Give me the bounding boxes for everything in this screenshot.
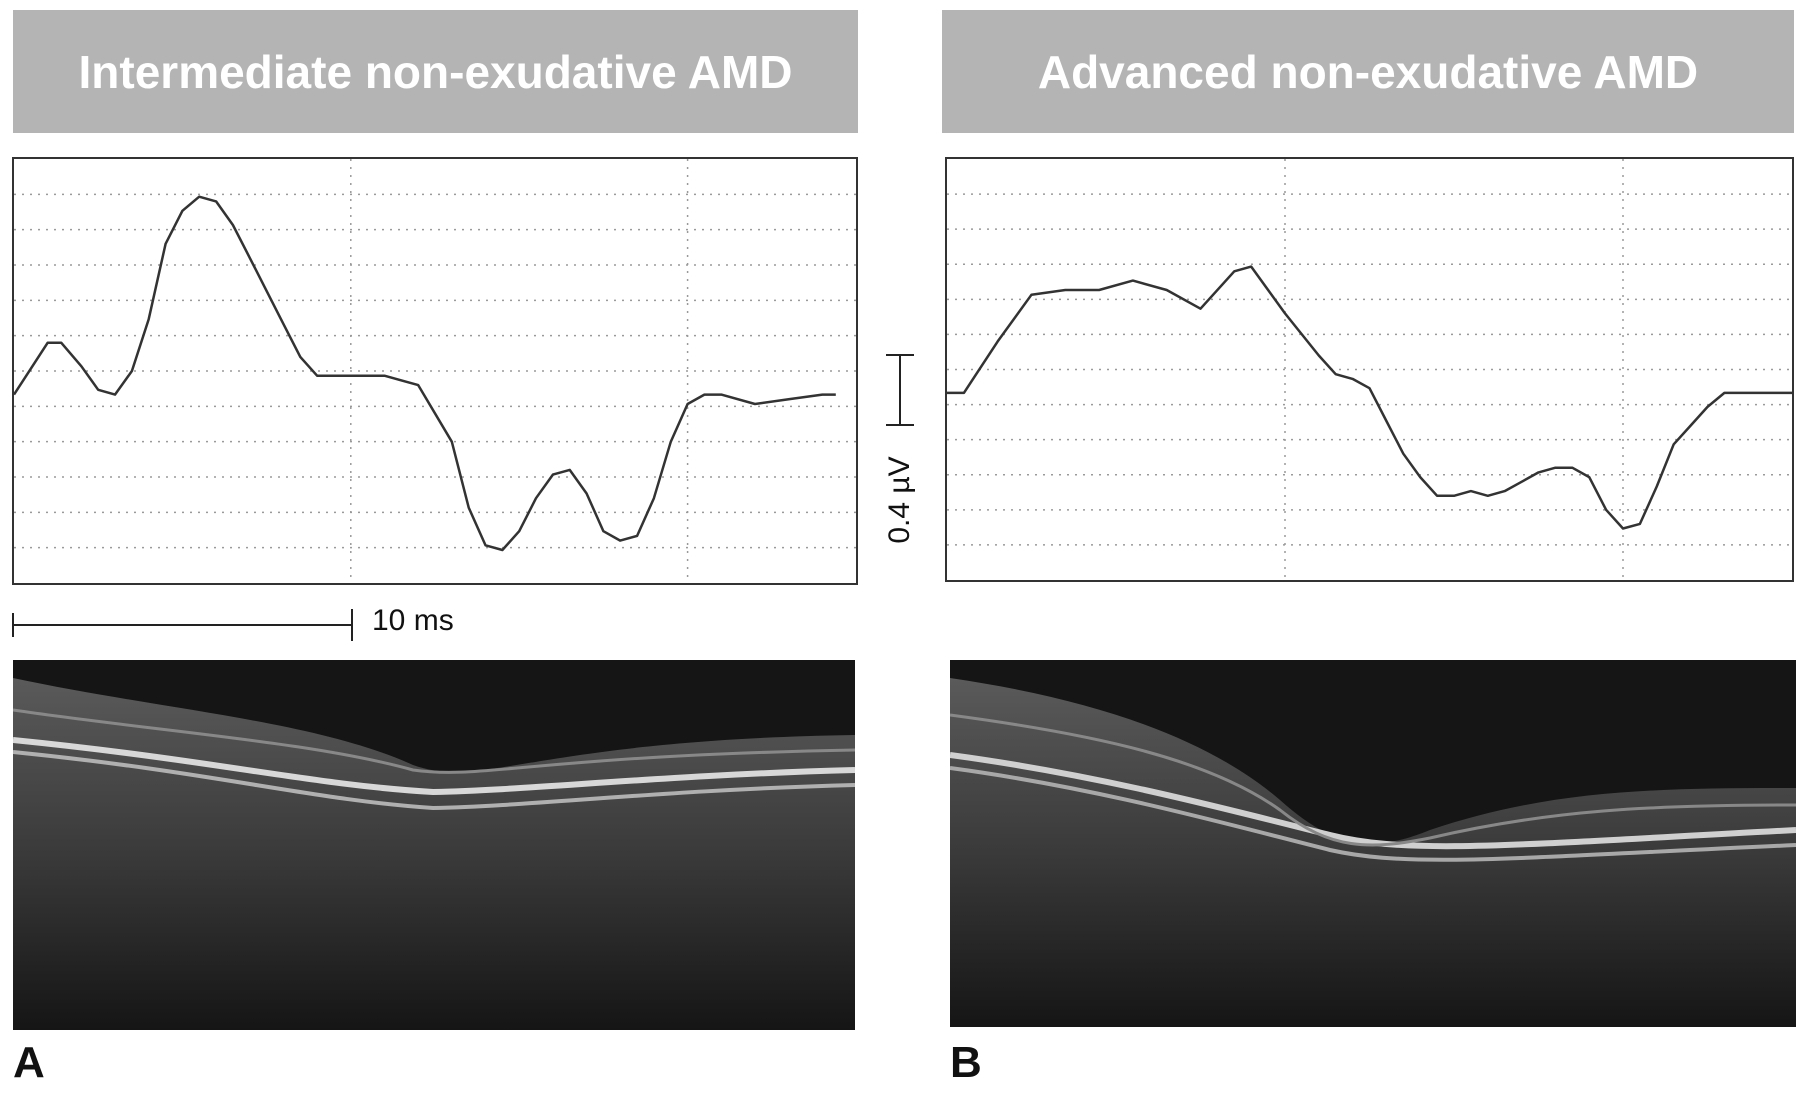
panel-b-title: Advanced non-exudative AMD bbox=[942, 10, 1794, 133]
amplitude-scale-bar bbox=[886, 354, 914, 426]
oct-bscan-advanced-image bbox=[950, 660, 1796, 1027]
time-scale-bar bbox=[12, 609, 353, 641]
plot-frame bbox=[12, 157, 858, 585]
waveform-trace bbox=[947, 265, 1792, 530]
amplitude-scale-label: 0.4 µV bbox=[883, 456, 916, 544]
panel-a-letter: A bbox=[13, 1038, 45, 1087]
panel-b-letter: B bbox=[950, 1038, 982, 1087]
plot-frame bbox=[945, 157, 1794, 582]
waveform-trace bbox=[12, 195, 836, 552]
waveform-plot-advanced bbox=[945, 157, 1794, 582]
panel-a-title: Intermediate non-exudative AMD bbox=[13, 10, 858, 133]
waveform-plot-intermediate bbox=[12, 157, 858, 585]
oct-bscan-intermediate-image bbox=[13, 660, 855, 1030]
time-scale-label: 10 ms bbox=[372, 604, 454, 637]
